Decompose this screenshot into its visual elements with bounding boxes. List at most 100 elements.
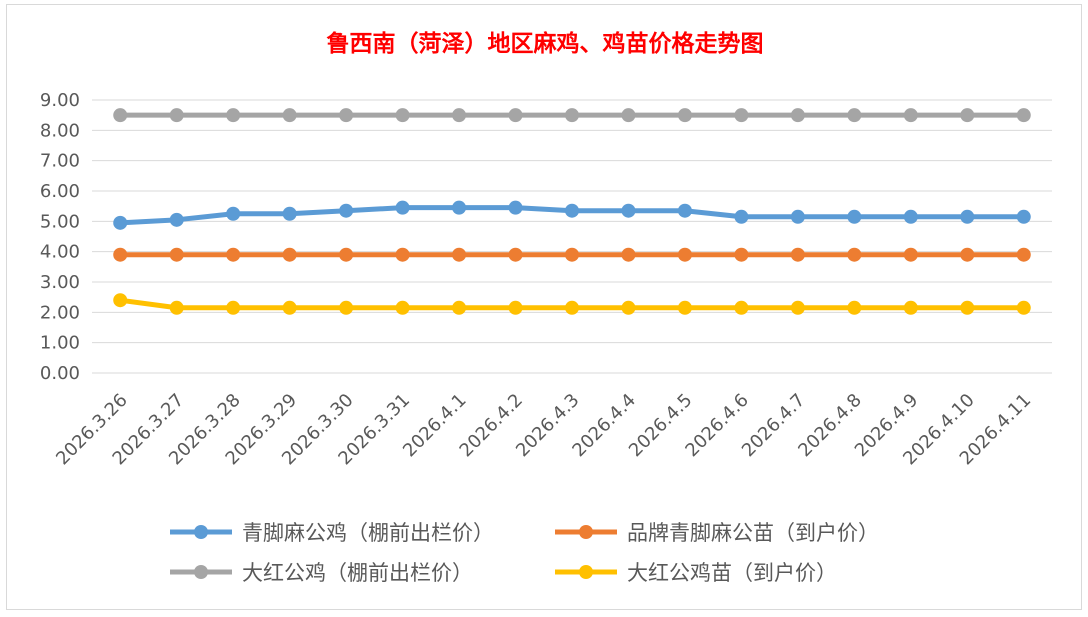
data-point: [565, 203, 579, 218]
data-point: [677, 247, 692, 262]
data-point: [169, 212, 184, 227]
data-point: [339, 108, 354, 123]
y-tick-label: 9.00: [40, 90, 80, 111]
legend-item: 大红公鸡（棚前出栏价）: [170, 561, 473, 585]
legend-item: 青脚麻公鸡（棚前出栏价）: [170, 521, 494, 545]
data-point: [621, 108, 636, 123]
legend-marker: [579, 565, 593, 579]
data-point: [1016, 300, 1031, 315]
data-point: [903, 247, 918, 262]
data-point: [226, 108, 241, 123]
legend-label: 品牌青脚麻公苗（到户价）: [627, 521, 879, 545]
legend-marker: [194, 525, 208, 539]
data-point: [565, 247, 579, 262]
data-point: [621, 247, 636, 262]
data-point: [113, 108, 128, 123]
x-axis-ticks: 2026.3.262026.3.272026.3.282026.3.292026…: [52, 390, 1035, 470]
data-point: [677, 108, 692, 123]
legend-label: 大红公鸡（棚前出栏价）: [242, 561, 473, 585]
data-point: [113, 293, 128, 308]
line-chart: 鲁西南（菏泽）地区麻鸡、鸡苗价格走势图 0.00 1.00 2.00 3.00 4.00…: [40, 30, 1052, 585]
data-point: [960, 108, 975, 123]
data-point: [226, 206, 241, 221]
data-point: [565, 300, 579, 315]
data-point: [847, 108, 862, 123]
data-point: [847, 209, 862, 224]
data-point: [452, 200, 467, 215]
data-point: [1016, 247, 1031, 262]
data-point: [395, 300, 410, 315]
y-tick-label: 2.00: [40, 302, 80, 323]
data-point: [282, 300, 297, 315]
legend-item: 大红公鸡苗（到户价）: [555, 561, 837, 585]
data-point: [790, 209, 805, 224]
data-point: [452, 300, 467, 315]
data-point: [508, 200, 523, 215]
data-point: [226, 247, 241, 262]
data-point: [734, 247, 749, 262]
data-point: [903, 108, 918, 123]
series-3: [113, 108, 1031, 123]
legend-marker: [194, 565, 208, 579]
data-point: [508, 247, 523, 262]
data-point: [508, 108, 523, 123]
data-point: [452, 108, 467, 123]
y-tick-label: 7.00: [40, 151, 80, 172]
data-point: [734, 300, 749, 315]
gridlines: [92, 99, 1052, 374]
data-point: [339, 247, 354, 262]
data-point: [169, 247, 184, 262]
data-point: [1016, 209, 1031, 224]
y-tick-label: 5.00: [40, 211, 80, 232]
data-point: [282, 108, 297, 123]
data-point: [169, 108, 184, 123]
legend: 青脚麻公鸡（棚前出栏价） 品牌青脚麻公苗（到户价） 大红公鸡（棚前出栏价） 大红公鸡苗…: [170, 521, 879, 585]
series-2: [113, 247, 1031, 262]
series-lines: [113, 108, 1031, 315]
y-axis-ticks: 0.00 1.00 2.00 3.00 4.00 5.00 6.00 7.00 8.00 9.00: [40, 90, 80, 384]
data-point: [960, 209, 975, 224]
legend-label: 大红公鸡苗（到户价）: [627, 561, 837, 585]
data-point: [282, 247, 297, 262]
legend-label: 青脚麻公鸡（棚前出栏价）: [242, 521, 494, 545]
data-point: [395, 108, 410, 123]
data-point: [339, 203, 354, 218]
legend-marker: [579, 525, 593, 539]
data-point: [395, 247, 410, 262]
data-point: [1016, 108, 1031, 123]
y-tick-label: 8.00: [40, 120, 80, 141]
data-point: [508, 300, 523, 315]
data-point: [677, 300, 692, 315]
series-1: [113, 200, 1031, 230]
y-tick-label: 3.00: [40, 272, 80, 293]
y-tick-label: 4.00: [40, 242, 80, 263]
chart-title: 鲁西南（菏泽）地区麻鸡、鸡苗价格走势图: [326, 30, 764, 57]
data-point: [734, 108, 749, 123]
series-4: [113, 293, 1031, 315]
data-point: [282, 206, 297, 221]
data-point: [565, 108, 579, 123]
data-point: [621, 203, 636, 218]
data-point: [621, 300, 636, 315]
data-point: [734, 209, 749, 224]
data-point: [169, 300, 184, 315]
data-point: [790, 247, 805, 262]
data-point: [677, 203, 692, 218]
legend-item: 品牌青脚麻公苗（到户价）: [555, 521, 879, 545]
y-tick-label: 0.00: [40, 363, 80, 384]
data-point: [790, 300, 805, 315]
data-point: [847, 300, 862, 315]
data-point: [226, 300, 241, 315]
data-point: [452, 247, 467, 262]
data-point: [903, 209, 918, 224]
data-point: [113, 247, 128, 262]
data-point: [960, 247, 975, 262]
y-tick-label: 6.00: [40, 181, 80, 202]
data-point: [847, 247, 862, 262]
data-point: [395, 200, 410, 215]
data-point: [903, 300, 918, 315]
data-point: [339, 300, 354, 315]
data-point: [790, 108, 805, 123]
chart-area: 鲁西南（菏泽）地区麻鸡、鸡苗价格走势图 0.00 1.00 2.00 3.00 4.00…: [6, 4, 1082, 610]
data-point: [960, 300, 975, 315]
